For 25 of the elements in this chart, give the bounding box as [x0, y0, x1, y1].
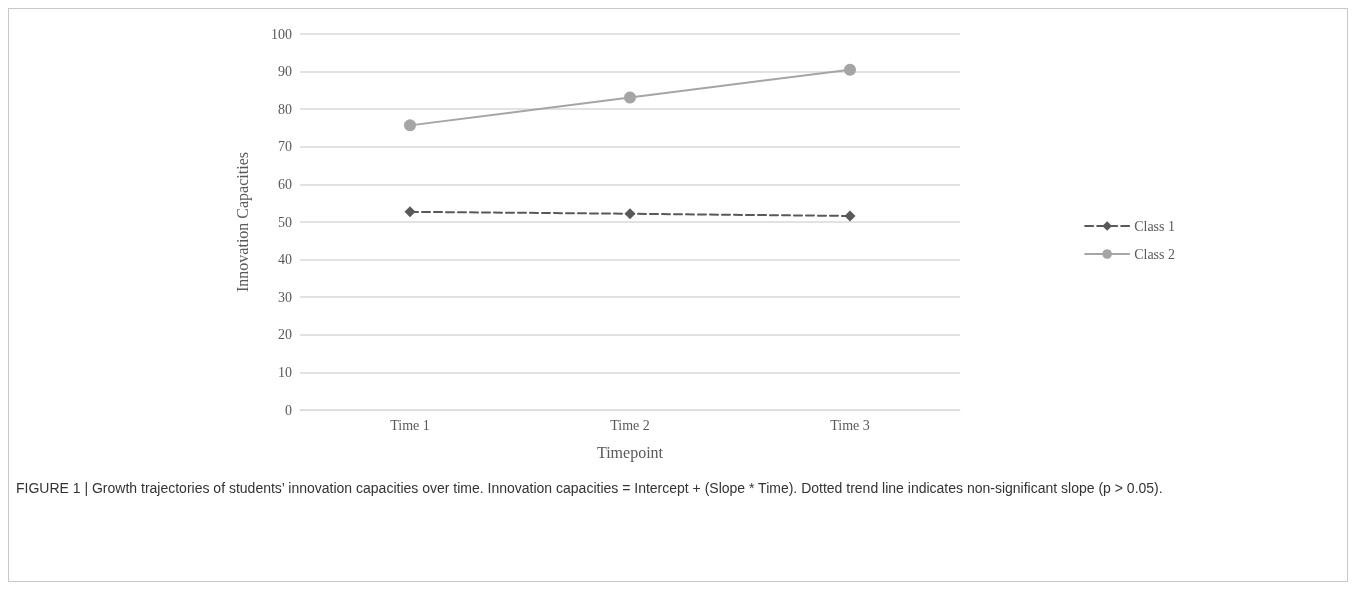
y-tick-label: 40	[278, 252, 292, 268]
x-tick-label: Time 2	[610, 417, 650, 433]
y-tick-label: 70	[278, 139, 292, 155]
y-tick-label: 30	[278, 289, 292, 305]
point	[624, 208, 636, 220]
y-tick-label: 80	[278, 101, 292, 117]
x-tick-label: Time 1	[390, 417, 430, 433]
point	[844, 210, 856, 222]
y-tick-label: 50	[278, 214, 292, 230]
point	[844, 63, 856, 76]
y-tick-label: 0	[285, 402, 292, 418]
caption: FIGURE 1 | Growth trajectories of students’ innovation capacities over time. Innovation capacities = Intercept + (Slope * Time). Dotted trend line indicates non-significant slope (p > 0.05).	[16, 479, 1164, 498]
x-tick-label: Time 3	[830, 417, 870, 433]
y-tick-label: 90	[278, 64, 292, 80]
x-axis-title: Timepoint	[596, 443, 664, 462]
y-tick-label: 100	[271, 26, 292, 42]
y-tick-label: 10	[278, 364, 292, 380]
y-tick-label: 60	[278, 176, 292, 192]
legend-label: Class 2	[1134, 246, 1176, 262]
y-tick-label: 20	[278, 327, 292, 343]
y-axis-title: Innovation Capacities	[233, 152, 252, 292]
legend-label: Class 1	[1134, 218, 1176, 234]
point	[404, 206, 416, 218]
point	[624, 91, 636, 104]
point	[404, 119, 416, 132]
